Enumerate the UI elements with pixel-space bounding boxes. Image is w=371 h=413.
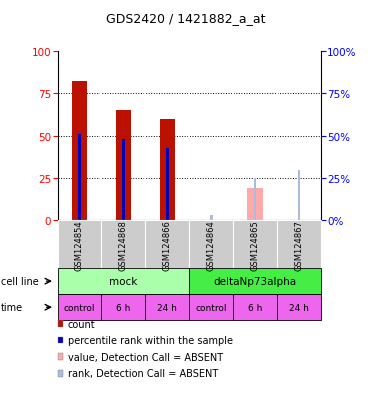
Text: GSM124868: GSM124868 (119, 219, 128, 270)
Text: 6 h: 6 h (116, 303, 131, 312)
Bar (160, 119, 175, 221)
Text: GSM124864: GSM124864 (207, 219, 216, 270)
Bar (166, 148, 169, 221)
Text: 24 h: 24 h (157, 303, 177, 312)
Bar (298, 170, 301, 221)
Bar (78, 135, 81, 221)
Text: GSM124866: GSM124866 (163, 219, 172, 270)
Text: 24 h: 24 h (289, 303, 309, 312)
Text: GSM124867: GSM124867 (295, 219, 303, 270)
Text: GSM124865: GSM124865 (250, 219, 260, 270)
Text: value, Detection Call = ABSENT: value, Detection Call = ABSENT (68, 352, 223, 362)
Text: control: control (196, 303, 227, 312)
Text: time: time (1, 302, 23, 313)
Text: control: control (64, 303, 95, 312)
Text: count: count (68, 319, 95, 329)
Text: mock: mock (109, 276, 138, 287)
Text: 6 h: 6 h (248, 303, 262, 312)
Bar (254, 178, 256, 221)
Text: deltaNp73alpha: deltaNp73alpha (213, 276, 297, 287)
Text: GDS2420 / 1421882_a_at: GDS2420 / 1421882_a_at (106, 12, 265, 25)
Bar (210, 216, 213, 221)
Text: rank, Detection Call = ABSENT: rank, Detection Call = ABSENT (68, 368, 218, 378)
Text: percentile rank within the sample: percentile rank within the sample (68, 335, 233, 345)
Text: cell line: cell line (1, 276, 39, 287)
Text: GSM124854: GSM124854 (75, 219, 84, 270)
Bar (247, 189, 263, 221)
Bar (116, 111, 131, 221)
Bar (72, 82, 87, 221)
Bar (122, 140, 125, 221)
